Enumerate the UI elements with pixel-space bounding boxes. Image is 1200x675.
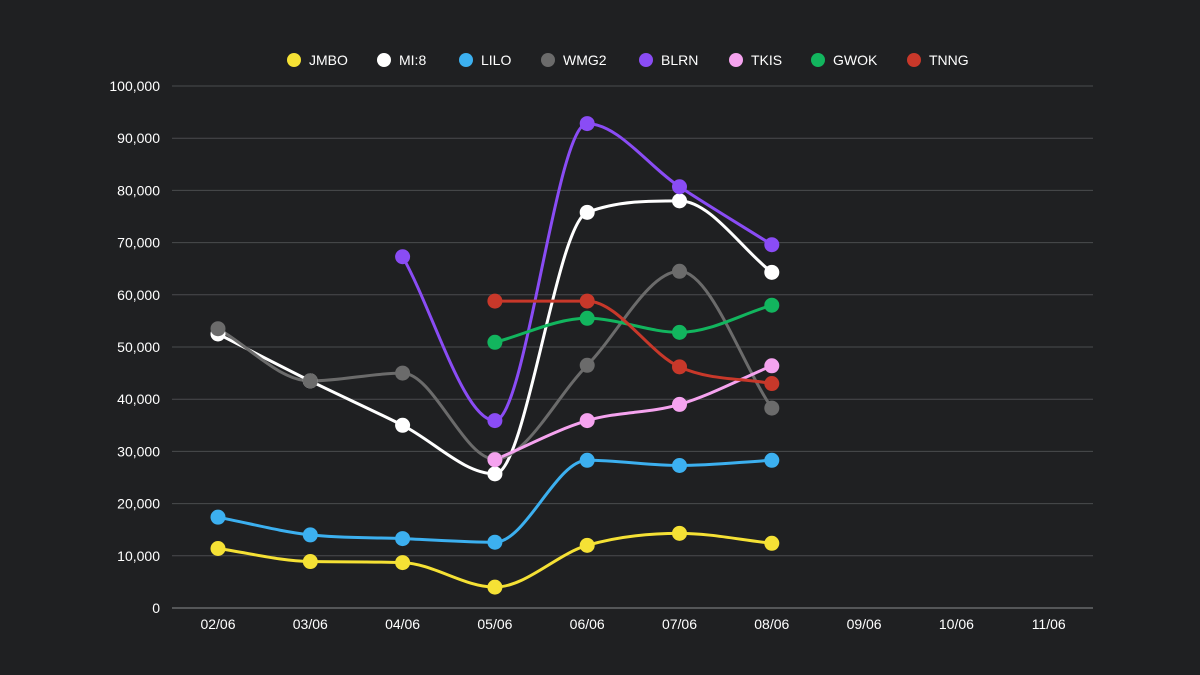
data-point-lilo[interactable] (579, 452, 595, 468)
legend-item-lilo[interactable]: LILO (459, 52, 511, 68)
data-point-blrn[interactable] (487, 413, 503, 429)
y-tick-label: 80,000 (117, 182, 160, 198)
data-point-tkis[interactable] (579, 413, 595, 429)
legend-swatch (287, 53, 301, 67)
y-tick-label: 70,000 (117, 235, 160, 251)
y-tick-label: 0 (152, 600, 160, 616)
data-point-wmg2[interactable] (764, 400, 780, 416)
data-point-jmbo[interactable] (395, 555, 411, 571)
x-tick-label: 11/06 (1032, 616, 1066, 632)
legend-label: TKIS (751, 52, 782, 68)
legend-swatch (729, 53, 743, 67)
x-axis: 02/06 03/06 04/06 05/06 06/06 07/06 08/06 09/06… (172, 607, 1093, 632)
data-point-mi-8[interactable] (395, 417, 411, 433)
x-tick-label: 06/06 (570, 616, 605, 632)
x-tick-label: 03/06 (293, 616, 328, 632)
data-point-lilo[interactable] (487, 534, 503, 550)
y-tick-label: 40,000 (117, 391, 160, 407)
x-tick-label: 10/06 (939, 616, 974, 632)
legend-swatch (639, 53, 653, 67)
data-point-tnng[interactable] (764, 376, 780, 392)
legend-swatch (541, 53, 555, 67)
data-point-blrn[interactable] (672, 179, 687, 195)
legend-label: BLRN (661, 52, 698, 68)
data-point-lilo[interactable] (672, 457, 687, 473)
data-point-tkis[interactable] (487, 452, 503, 468)
data-point-lilo[interactable] (764, 452, 780, 468)
legend-item-tkis[interactable]: TKIS (729, 52, 782, 68)
data-point-lilo[interactable] (395, 531, 411, 547)
data-point-mi-8[interactable] (764, 264, 780, 280)
data-point-jmbo[interactable] (210, 540, 226, 556)
data-point-gwok[interactable] (579, 310, 595, 326)
data-point-tnng[interactable] (487, 293, 503, 309)
data-point-mi-8[interactable] (487, 466, 503, 482)
y-tick-label: 90,000 (117, 130, 160, 146)
series-points (210, 116, 780, 595)
data-point-jmbo[interactable] (579, 537, 595, 553)
legend-item-mi-8[interactable]: MI:8 (377, 52, 426, 68)
legend-item-wmg2[interactable]: WMG2 (541, 52, 607, 68)
data-point-wmg2[interactable] (395, 365, 411, 381)
legend-item-jmbo[interactable]: JMBO (287, 52, 348, 68)
series-line-blrn (401, 122, 774, 423)
data-point-lilo[interactable] (210, 509, 226, 525)
x-tick-label: 09/06 (847, 616, 882, 632)
data-point-gwok[interactable] (487, 334, 503, 350)
data-point-lilo[interactable] (302, 527, 318, 543)
data-point-wmg2[interactable] (672, 263, 687, 279)
series-lines (216, 122, 774, 589)
data-point-mi-8[interactable] (672, 193, 687, 209)
y-tick-label: 10,000 (117, 548, 160, 564)
series-line-tnng (493, 299, 774, 386)
x-tick-label: 07/06 (662, 616, 697, 632)
data-point-wmg2[interactable] (579, 357, 595, 373)
legend-swatch (811, 53, 825, 67)
x-tick-label: 02/06 (200, 616, 235, 632)
y-tick-label: 60,000 (117, 287, 160, 303)
legend-swatch (907, 53, 921, 67)
data-point-wmg2[interactable] (210, 321, 226, 337)
data-point-jmbo[interactable] (672, 525, 687, 541)
x-tick-label: 04/06 (385, 616, 420, 632)
data-point-tnng[interactable] (579, 293, 595, 309)
y-tick-label: 30,000 (117, 443, 160, 459)
legend-label: GWOK (833, 52, 878, 68)
legend-item-tnng[interactable]: TNNG (907, 52, 969, 68)
legend-label: LILO (481, 52, 511, 68)
x-tick-label: 05/06 (477, 616, 512, 632)
data-point-blrn[interactable] (579, 116, 595, 132)
legend-label: JMBO (309, 52, 348, 68)
legend-label: WMG2 (563, 52, 607, 68)
y-tick-label: 20,000 (117, 496, 160, 512)
x-tick-label: 08/06 (754, 616, 789, 632)
y-tick-label: 100,000 (109, 78, 160, 94)
series-line-tkis (493, 364, 774, 462)
data-point-tkis[interactable] (764, 358, 780, 374)
data-point-tkis[interactable] (672, 396, 687, 412)
data-point-jmbo[interactable] (487, 579, 503, 595)
data-point-tnng[interactable] (672, 359, 687, 375)
legend-item-gwok[interactable]: GWOK (811, 52, 878, 68)
data-point-blrn[interactable] (764, 237, 780, 253)
data-point-jmbo[interactable] (764, 535, 780, 551)
y-tick-label: 50,000 (117, 339, 160, 355)
legend-label: MI:8 (399, 52, 426, 68)
data-point-mi-8[interactable] (579, 204, 595, 220)
legend-label: TNNG (929, 52, 969, 68)
legend-swatch (459, 53, 473, 67)
legend-swatch (377, 53, 391, 67)
y-axis: 0 10,000 20,000 30,000 40,000 50,000 60,000 70,… (109, 78, 160, 616)
data-point-gwok[interactable] (764, 297, 780, 313)
series-line-gwok (493, 303, 774, 344)
grid-lines (172, 85, 1093, 557)
legend-item-blrn[interactable]: BLRN (639, 52, 698, 68)
data-point-jmbo[interactable] (302, 554, 318, 570)
legend: JMBO MI:8 LILO WMG2 BLRN TKIS GWOK TNNG (287, 52, 969, 68)
data-point-wmg2[interactable] (302, 373, 318, 389)
data-point-gwok[interactable] (672, 324, 687, 340)
data-point-blrn[interactable] (395, 249, 411, 265)
